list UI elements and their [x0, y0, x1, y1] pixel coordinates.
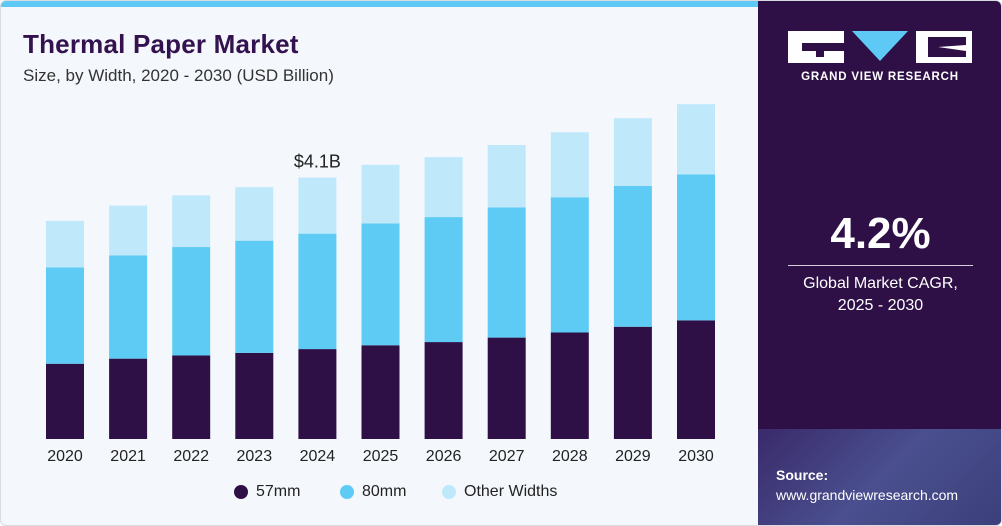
legend-label: Other Widths	[464, 483, 557, 501]
bar-segment-2027-other-widths	[488, 145, 526, 207]
chart-legend: 57mm 80mm Other Widths	[1, 483, 758, 507]
cagr-value: 4.2%	[758, 209, 1002, 259]
cagr-label: Global Market CAGR, 2025 - 2030	[758, 273, 1002, 317]
x-tick-label-2029: 2029	[615, 448, 651, 465]
bar-segment-2024-57mm	[298, 349, 336, 439]
legend-label: 80mm	[362, 483, 406, 501]
source-box: Source: www.grandviewresearch.com	[758, 429, 1002, 526]
bar-segment-2030-other-widths	[677, 104, 715, 174]
bar-segment-2023-80mm	[235, 241, 273, 353]
x-tick-label-2020: 2020	[47, 448, 83, 465]
bar-segment-2025-other-widths	[362, 165, 400, 224]
stacked-bar-chart: 2020 2021 2022 2023 $4.1B 2024 2025 2026 2027 202…	[1, 1, 758, 481]
x-tick-label-2023: 2023	[237, 448, 273, 465]
x-tick-label-2026: 2026	[426, 448, 462, 465]
bar-segment-2030-57mm	[677, 320, 715, 439]
x-tick-label-2027: 2027	[489, 448, 525, 465]
legend-label: 57mm	[256, 483, 300, 501]
bar-segment-2020-other-widths	[46, 221, 84, 268]
x-tick-label-2030: 2030	[678, 448, 714, 465]
bar-segment-2027-57mm	[488, 338, 526, 439]
bar-segment-2020-57mm	[46, 364, 84, 439]
bar-segment-2025-57mm	[362, 345, 400, 439]
bar-segment-2029-80mm	[614, 186, 652, 327]
bar-segment-2030-80mm	[677, 174, 715, 320]
bar-segment-2028-other-widths	[551, 132, 589, 197]
legend-item-57mm: 57mm	[234, 483, 300, 501]
bar-segment-2024-other-widths	[298, 178, 336, 234]
legend-item-80mm: 80mm	[340, 483, 406, 501]
bar-value-annotation: $4.1B	[294, 152, 341, 172]
legend-swatch	[442, 485, 456, 499]
bar-segment-2026-other-widths	[425, 157, 463, 217]
grand-view-research-logo-icon	[788, 31, 972, 63]
cagr-divider	[788, 265, 973, 266]
bar-segment-2028-57mm	[551, 332, 589, 439]
bar-segment-2027-80mm	[488, 208, 526, 338]
bar-segment-2022-other-widths	[172, 195, 210, 247]
bar-segment-2023-57mm	[235, 353, 273, 439]
sidebar-panel: GRAND VIEW RESEARCH 4.2% Global Market C…	[758, 1, 1002, 526]
cagr-label-line1: Global Market CAGR,	[758, 273, 1002, 295]
x-tick-label-2028: 2028	[552, 448, 588, 465]
bar-segment-2021-57mm	[109, 359, 147, 439]
source-label: Source:	[776, 467, 828, 483]
legend-swatch	[340, 485, 354, 499]
bar-segment-2023-other-widths	[235, 187, 273, 241]
x-tick-label-2025: 2025	[363, 448, 399, 465]
bar-segment-2021-other-widths	[109, 206, 147, 256]
bar-segment-2020-80mm	[46, 267, 84, 363]
legend-item-other-widths: Other Widths	[442, 483, 557, 501]
x-tick-label-2021: 2021	[110, 448, 146, 465]
infographic-card: Thermal Paper Market Size, by Width, 202…	[0, 0, 1002, 526]
x-tick-label-2024: 2024	[300, 448, 336, 465]
bar-segment-2029-57mm	[614, 327, 652, 439]
cagr-label-line2: 2025 - 2030	[758, 295, 1002, 317]
legend-swatch	[234, 485, 248, 499]
bar-segment-2022-57mm	[172, 355, 210, 439]
source-link[interactable]: www.grandviewresearch.com	[776, 487, 958, 503]
bar-segment-2029-other-widths	[614, 118, 652, 186]
bar-segment-2024-80mm	[298, 234, 336, 349]
x-tick-label-2022: 2022	[173, 448, 209, 465]
bar-segment-2022-80mm	[172, 247, 210, 355]
bar-segment-2026-80mm	[425, 217, 463, 342]
bar-segment-2025-80mm	[362, 223, 400, 345]
bar-segment-2028-80mm	[551, 197, 589, 332]
bar-segment-2026-57mm	[425, 342, 463, 439]
brand-name: GRAND VIEW RESEARCH	[788, 71, 972, 83]
bar-segment-2021-80mm	[109, 255, 147, 358]
